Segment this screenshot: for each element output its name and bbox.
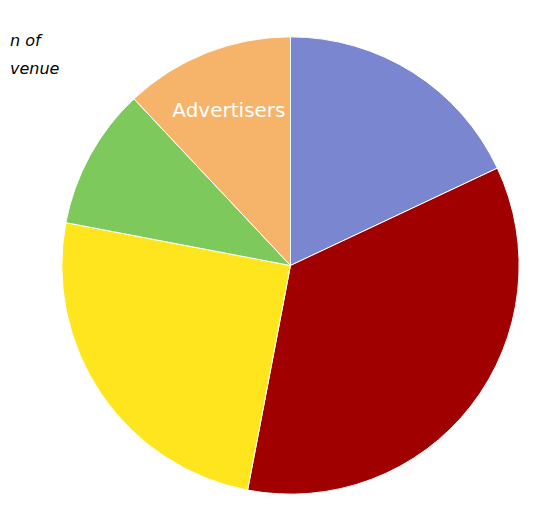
- svg-text:n of: n of: [10, 31, 43, 50]
- svg-text:Advertisers: Advertisers: [172, 98, 285, 122]
- svg-text:venue: venue: [10, 59, 60, 78]
